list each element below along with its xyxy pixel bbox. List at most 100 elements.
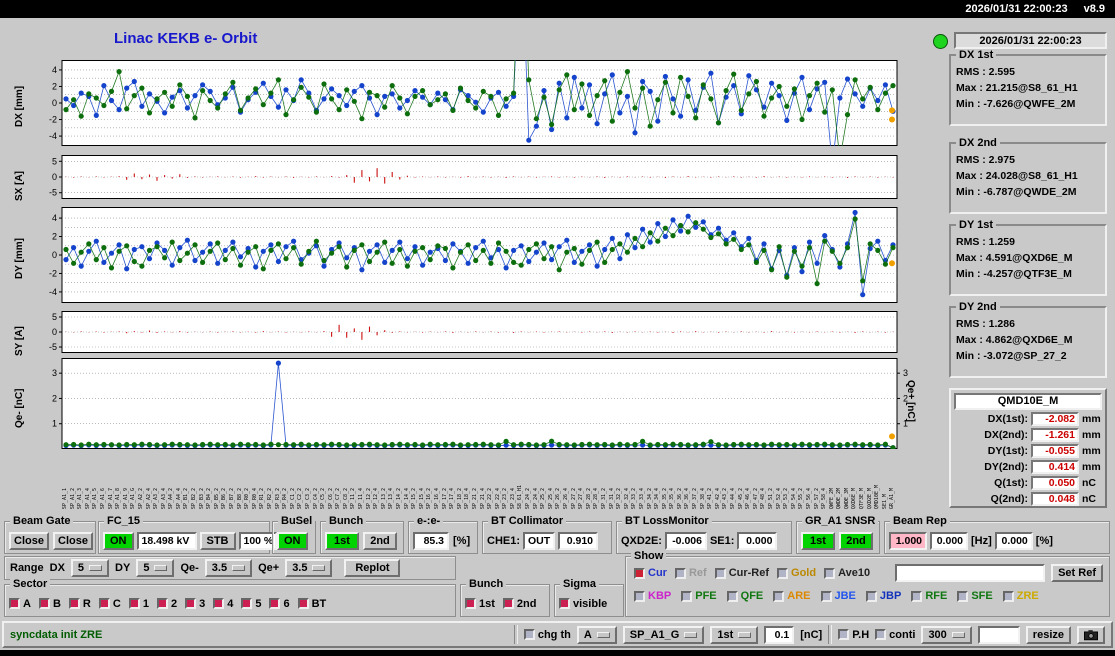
show-option-kbp[interactable]: KBP xyxy=(634,590,671,602)
fc15-on-button[interactable]: ON xyxy=(103,531,134,550)
checkbox-indicator xyxy=(98,598,110,609)
sector-option-r[interactable]: R xyxy=(68,598,91,610)
sigma-option-visible[interactable]: visible xyxy=(559,598,607,610)
stat-box-dx-1st: DX 1st RMS : 2.595 Max : 21.215@S8_61_H1 Mi… xyxy=(949,49,1107,126)
show-option-zre[interactable]: ZRE xyxy=(1002,590,1039,602)
show-option-cur-ref[interactable]: Cur-Ref xyxy=(714,567,769,579)
x-axis-label: SP_26_2 xyxy=(555,487,562,509)
sector-option-b[interactable]: B xyxy=(38,598,61,610)
sector-option-bt[interactable]: BT xyxy=(297,598,326,610)
show-option-pfe[interactable]: PFE xyxy=(681,590,717,602)
range-dy-dropdown[interactable]: 5 xyxy=(136,559,175,577)
y-axis-label-right-q: Qe+ [nC] xyxy=(905,379,916,422)
show-option-sfe[interactable]: SFE xyxy=(957,590,993,602)
checkbox-label: C xyxy=(112,597,121,610)
bunch-1st-button[interactable]: 1st xyxy=(325,531,359,550)
sector-group-title: Sector xyxy=(10,578,51,591)
checkbox-indicator xyxy=(128,598,140,609)
sector-option-c[interactable]: C xyxy=(98,597,121,610)
x-axis-label: SP_A1_6 xyxy=(99,487,106,509)
busel-group-title: BuSel xyxy=(278,515,316,528)
stat-max-line: Max : 4.591@QXD6E_M xyxy=(956,252,1073,264)
bunch-select-group-title: Bunch xyxy=(326,515,367,528)
beam-gate-close-button-2[interactable]: Close xyxy=(53,531,93,550)
x-axis-label: SP_R1_2 xyxy=(259,487,266,509)
x-axis-label: SP_A1_4 xyxy=(84,487,91,509)
x-axis-label: SP_A4_4 xyxy=(175,487,182,509)
sector-option-3[interactable]: 3 xyxy=(185,598,205,610)
show-option-gold[interactable]: Gold xyxy=(777,567,816,579)
conti-checkbox[interactable]: conti xyxy=(875,629,915,641)
checkbox-label: JBE xyxy=(834,590,856,602)
show-option-are[interactable]: ARE xyxy=(773,590,811,602)
show-option-ave10[interactable]: Ave10 xyxy=(824,567,870,579)
sector-option-5[interactable]: 5 xyxy=(241,598,261,610)
monitor-row-unit: mm xyxy=(1082,445,1101,457)
sector-option-1[interactable]: 1 xyxy=(128,598,149,610)
x-axis-label: SP_56_4 xyxy=(805,487,812,509)
range-dx-dropdown[interactable]: 5 xyxy=(70,559,110,577)
threshold-mode-dropdown[interactable]: A xyxy=(576,625,617,644)
show-option-jbp[interactable]: JBP xyxy=(865,590,901,602)
dropdown-bar-icon xyxy=(738,631,752,638)
x-axis-label: SP_28_4 xyxy=(593,487,600,509)
x-axis-label: SP_35_4 xyxy=(669,487,676,509)
x-axis-label: SP_C5_2 xyxy=(320,487,327,509)
bpm-select-dropdown[interactable]: SP_A1_G xyxy=(622,625,705,644)
beam-rep-hz-label: [Hz] xyxy=(971,534,992,547)
conti-label: conti xyxy=(889,628,916,641)
x-axis-label: SP_A1_9 xyxy=(122,487,129,509)
busel-on-button[interactable]: ON xyxy=(277,531,308,550)
monitor-row-label: Q(1st): xyxy=(994,477,1028,489)
y-axis-label-q: Qe- [nC] xyxy=(14,388,25,428)
x-axis-label: SP_18_2 xyxy=(456,487,463,509)
bunch-select-dropdown[interactable]: 1st xyxy=(710,625,759,644)
x-axis-label: SP_45_2 xyxy=(737,487,744,509)
range-qe-plus-dropdown[interactable]: 3.5 xyxy=(285,559,333,577)
bunch-2nd-button[interactable]: 2nd xyxy=(363,531,397,550)
resize-button[interactable]: resize xyxy=(1025,625,1071,644)
chg-th-checkbox[interactable]: chg th xyxy=(523,629,571,641)
replot-button[interactable]: Replot xyxy=(344,559,401,577)
ref-name-input[interactable] xyxy=(895,564,1046,582)
range-qe-minus-dropdown[interactable]: 3.5 xyxy=(204,559,253,577)
qxd2e-label: QXD2E: xyxy=(621,534,662,547)
monitor-row: DY(1st): -0.055 mm xyxy=(954,443,1102,459)
gr-a1-1st-button[interactable]: 1st xyxy=(801,531,835,550)
x-axis-label: SP_11_4 xyxy=(358,487,365,509)
ph-checkbox[interactable]: P.H xyxy=(838,629,869,641)
set-ref-button[interactable]: Set Ref xyxy=(1051,564,1103,582)
x-axis-label: SP_43_2 xyxy=(722,487,729,509)
checkbox-label: 2 xyxy=(170,597,178,610)
sector-option-2[interactable]: 2 xyxy=(156,597,178,610)
bunch-view-option-1st[interactable]: 1st xyxy=(465,598,495,610)
stat-box-title: DY 1st xyxy=(956,219,997,232)
show-option-jbe[interactable]: JBE xyxy=(820,590,856,602)
fc15-stb-button[interactable]: STB xyxy=(199,531,236,550)
blank-input[interactable] xyxy=(977,625,1020,644)
show-option-rfe[interactable]: RFE xyxy=(911,590,947,602)
show-row2-options: KBP PFE QFE ARE JBE JBP RFE SFE ZRE xyxy=(634,590,1039,602)
beam-rep-pct-label: [%] xyxy=(1035,534,1053,547)
snapshot-button[interactable] xyxy=(1077,625,1105,644)
show-row1-options: Cur Ref Cur-Ref Gold Ave10 xyxy=(634,567,870,579)
beam-gate-group-title: Beam Gate xyxy=(10,515,74,528)
svg-text:1: 1 xyxy=(903,419,908,429)
gr-a1-2nd-button[interactable]: 2nd xyxy=(839,531,873,550)
svg-text:0: 0 xyxy=(52,172,57,182)
x-axis-label: SP_A1_G xyxy=(130,487,137,509)
x-axis-label: SP_28_2 xyxy=(585,487,592,509)
page-title: Linac KEKB e- Orbit xyxy=(114,30,258,47)
show-option-ref[interactable]: Ref xyxy=(674,567,707,579)
x-axis-label: QXD2E_M xyxy=(866,487,873,509)
show-option-cur[interactable]: Cur xyxy=(634,567,667,579)
sector-option-4[interactable]: 4 xyxy=(213,598,233,610)
svg-text:2: 2 xyxy=(52,232,57,242)
sector-option-a[interactable]: A xyxy=(9,598,31,610)
bunch-view-option-2nd[interactable]: 2nd xyxy=(502,598,536,610)
interval-dropdown[interactable]: 300 xyxy=(921,625,972,644)
beam-gate-close-button-1[interactable]: Close xyxy=(9,531,49,550)
checkbox-indicator xyxy=(38,598,50,609)
sector-option-6[interactable]: 6 xyxy=(269,598,290,610)
show-option-qfe[interactable]: QFE xyxy=(726,590,763,602)
